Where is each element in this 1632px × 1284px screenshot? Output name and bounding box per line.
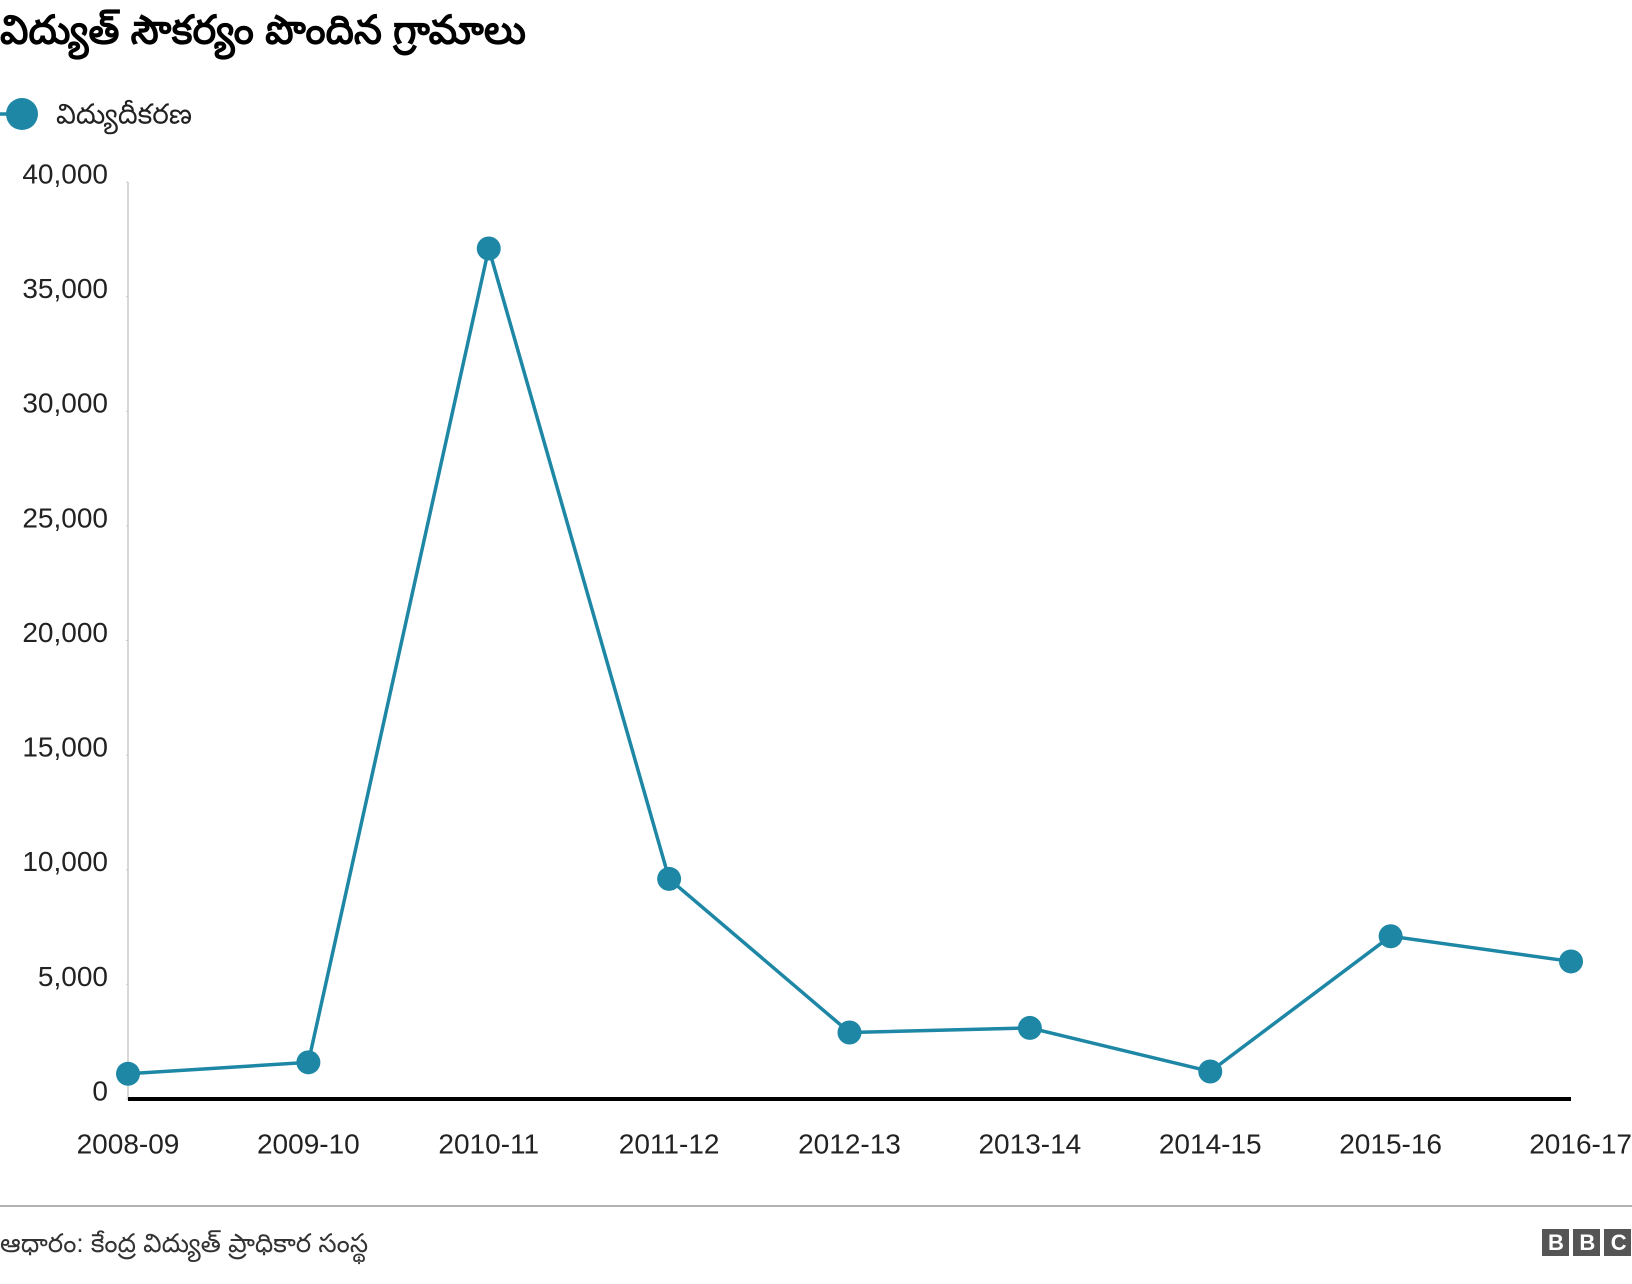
x-tick-label: 2016-17 [1529,1128,1632,1159]
data-point [1198,1059,1223,1084]
x-tick-label: 2012-13 [798,1128,901,1159]
logo-box [1604,1229,1631,1256]
y-tick-label: 20,000 [22,617,108,648]
data-point [116,1061,140,1086]
logo-text: BBC [1548,1230,1632,1255]
series-line [127,248,1572,1076]
data-point [837,1020,862,1045]
y-tick-label: 5,000 [38,961,108,992]
x-tick-label: 2014-15 [1159,1128,1262,1159]
x-tick-label: 2013-14 [978,1128,1081,1159]
legend-marker [6,98,38,130]
y-tick-label: 35,000 [22,273,108,304]
logo-box [1542,1229,1569,1256]
x-tick-label: 2009-10 [257,1128,360,1159]
x-tick-label: 2008-09 [77,1128,180,1159]
y-tick-label: 40,000 [22,158,108,189]
x-tick-label: 2010-11 [438,1128,539,1159]
legend-label: విద్యుదీకరణ [56,98,192,134]
logo-box [1573,1229,1600,1256]
source: ఆధారం: కేంద్ర విద్యుత్ ప్రాధికార సంస్థ [0,1228,368,1265]
y-tick-label: 30,000 [22,388,108,419]
y-tick-label: 0 [92,1075,108,1106]
y-tick-label: 10,000 [22,846,108,877]
y-tick-label: 25,000 [22,502,108,533]
data-point [657,866,682,891]
data-point [1559,949,1583,974]
data-point [1378,924,1403,949]
data-point [296,1050,321,1075]
y-tick-label: 15,000 [22,732,108,763]
data-point [1017,1015,1042,1040]
chart-title: విద్యుత్ సౌకర్యం పొందిన గ్రామాలు [0,9,526,61]
x-tick-label: 2015-16 [1339,1128,1442,1159]
logo: BBC [1542,1229,1632,1256]
x-tick-label: 2011-12 [619,1128,720,1159]
data-point [476,236,501,261]
